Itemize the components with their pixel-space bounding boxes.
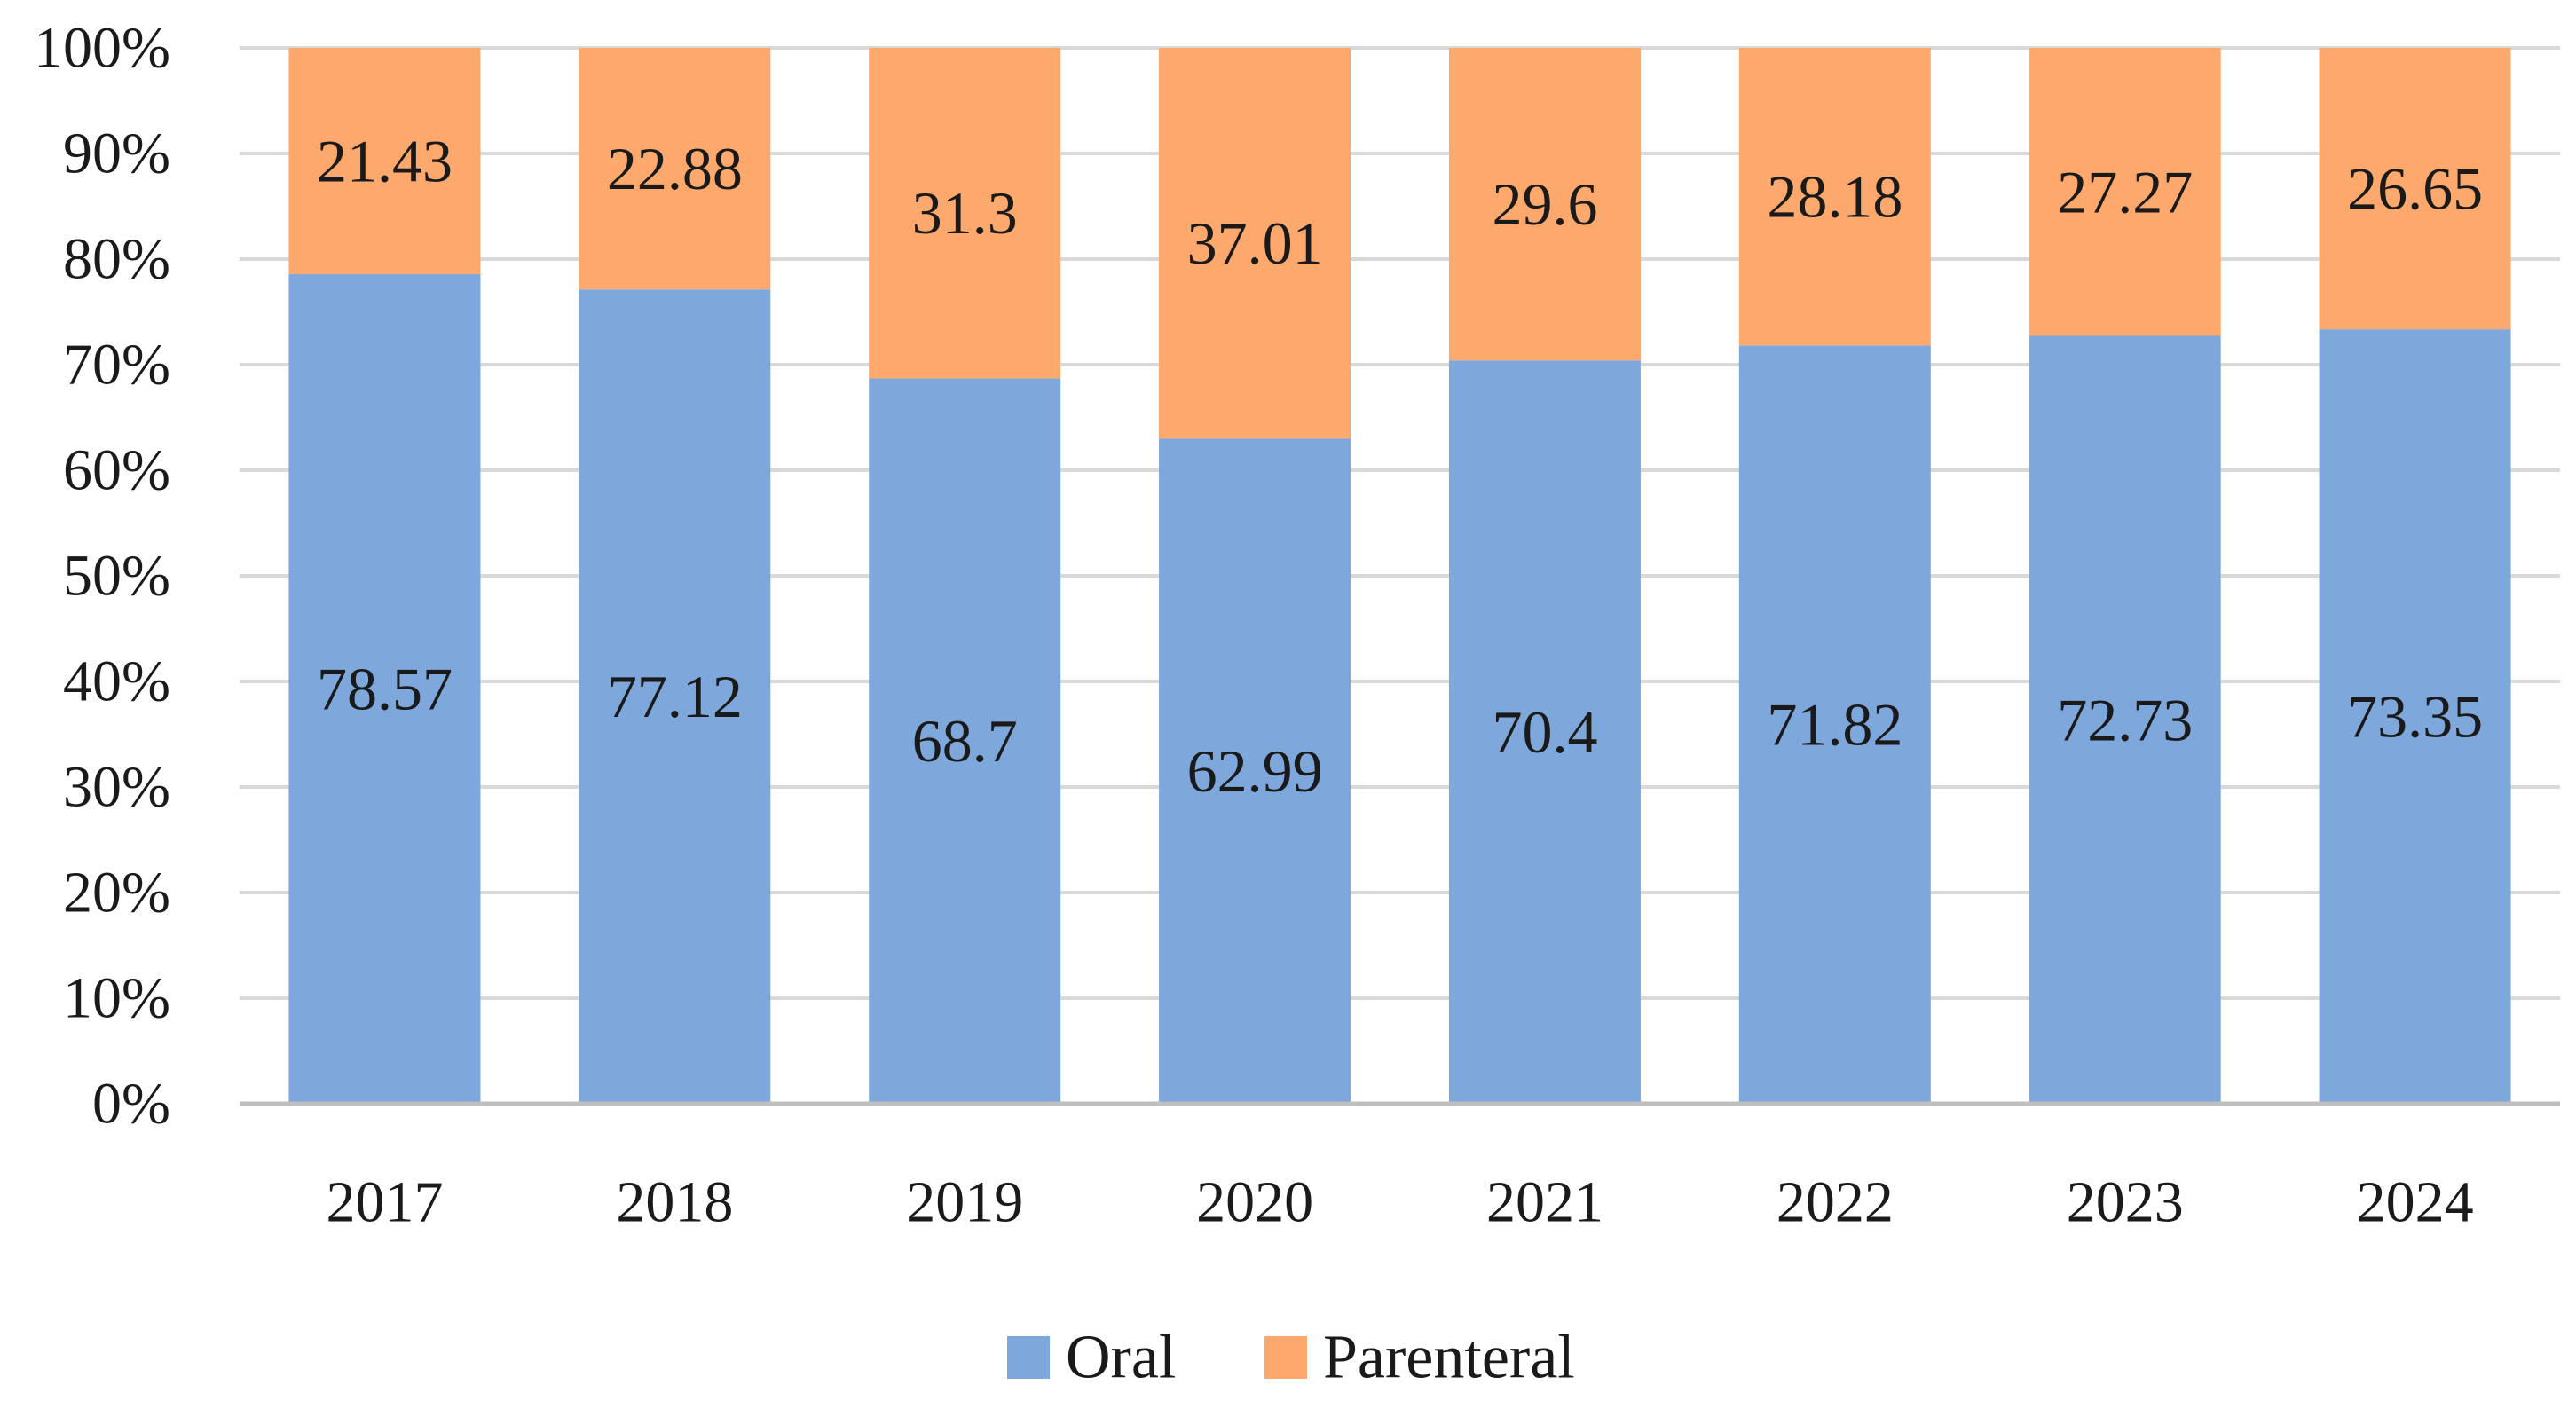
legend-label-oral: Oral — [1066, 1324, 1176, 1392]
data-label-oral-2019: 68.7 — [912, 707, 1018, 775]
bar-parenteral-2020 — [1159, 48, 1351, 439]
y-tick-label: 30% — [63, 755, 170, 820]
bar-parenteral-2024 — [2319, 48, 2511, 330]
bar-parenteral-2023 — [2029, 48, 2221, 336]
bar-oral-2020 — [1159, 438, 1351, 1104]
x-tick-label: 2022 — [1776, 1170, 1894, 1235]
data-label-oral-2018: 77.12 — [607, 663, 743, 730]
data-label-parenteral-2022: 28.18 — [1767, 163, 1902, 231]
bar-oral-2021 — [1448, 360, 1641, 1104]
bar-parenteral-2018 — [579, 48, 771, 290]
data-label-oral-2021: 70.4 — [1492, 698, 1597, 766]
data-label-oral-2024: 73.35 — [2347, 683, 2483, 751]
bar-oral-2018 — [579, 289, 771, 1105]
bar-parenteral-2019 — [869, 48, 1061, 379]
bar-oral-2023 — [2029, 335, 2221, 1104]
data-label-oral-2023: 72.73 — [2057, 686, 2193, 753]
legend-swatch-parenteral — [1264, 1336, 1307, 1379]
data-label-oral-2020: 62.99 — [1187, 737, 1323, 805]
data-label-parenteral-2021: 29.6 — [1492, 170, 1597, 238]
x-tick-label: 2018 — [616, 1170, 733, 1235]
data-label-oral-2017: 78.57 — [317, 656, 453, 723]
data-label-parenteral-2017: 21.43 — [317, 128, 453, 195]
x-tick-label: 2020 — [1196, 1170, 1313, 1235]
bar-parenteral-2022 — [1738, 48, 1931, 346]
bar-parenteral-2017 — [288, 48, 481, 275]
y-axis-ticks: 0% 10% 20% 30% 40% 50% 60% 70% 80% 90% 100% — [34, 16, 170, 1137]
x-tick-label: 2023 — [2067, 1170, 2184, 1235]
data-label-oral-2022: 71.82 — [1767, 691, 1902, 759]
bar-oral-2022 — [1738, 345, 1931, 1104]
bar-parenteral-2021 — [1448, 48, 1641, 361]
data-label-parenteral-2018: 22.88 — [607, 135, 743, 202]
y-tick-label: 100% — [34, 16, 170, 81]
y-tick-label: 90% — [63, 122, 170, 186]
y-tick-label: 0% — [92, 1072, 170, 1137]
x-tick-label: 2024 — [2357, 1170, 2474, 1235]
data-labels: 78.57 21.43 77.12 22.88 68.7 31.3 62.99 37.01 70… — [317, 128, 2483, 806]
x-tick-label: 2021 — [1486, 1170, 1603, 1235]
x-axis-labels: 2017 2018 2019 2020 2021 2022 2023 2024 — [326, 1170, 2473, 1235]
legend-swatch-oral — [1007, 1336, 1050, 1379]
data-label-parenteral-2023: 27.27 — [2057, 158, 2193, 225]
data-label-parenteral-2019: 31.3 — [912, 179, 1018, 247]
data-label-parenteral-2024: 26.65 — [2347, 155, 2483, 223]
bar-oral-2019 — [869, 378, 1061, 1105]
legend: Oral Parenteral — [1007, 1324, 1575, 1392]
y-tick-label: 50% — [63, 544, 170, 609]
legend-label-parenteral: Parenteral — [1323, 1324, 1575, 1392]
y-tick-label: 70% — [63, 333, 170, 397]
data-label-parenteral-2020: 37.01 — [1187, 209, 1323, 277]
bars — [288, 48, 2511, 1105]
x-tick-label: 2017 — [326, 1170, 443, 1235]
y-tick-label: 40% — [63, 649, 170, 714]
y-tick-label: 10% — [63, 966, 170, 1031]
bar-oral-2024 — [2319, 329, 2511, 1104]
y-tick-label: 80% — [63, 227, 170, 292]
bar-oral-2017 — [288, 274, 481, 1105]
y-tick-label: 20% — [63, 861, 170, 925]
x-tick-label: 2019 — [906, 1170, 1023, 1235]
y-tick-label: 60% — [63, 438, 170, 503]
